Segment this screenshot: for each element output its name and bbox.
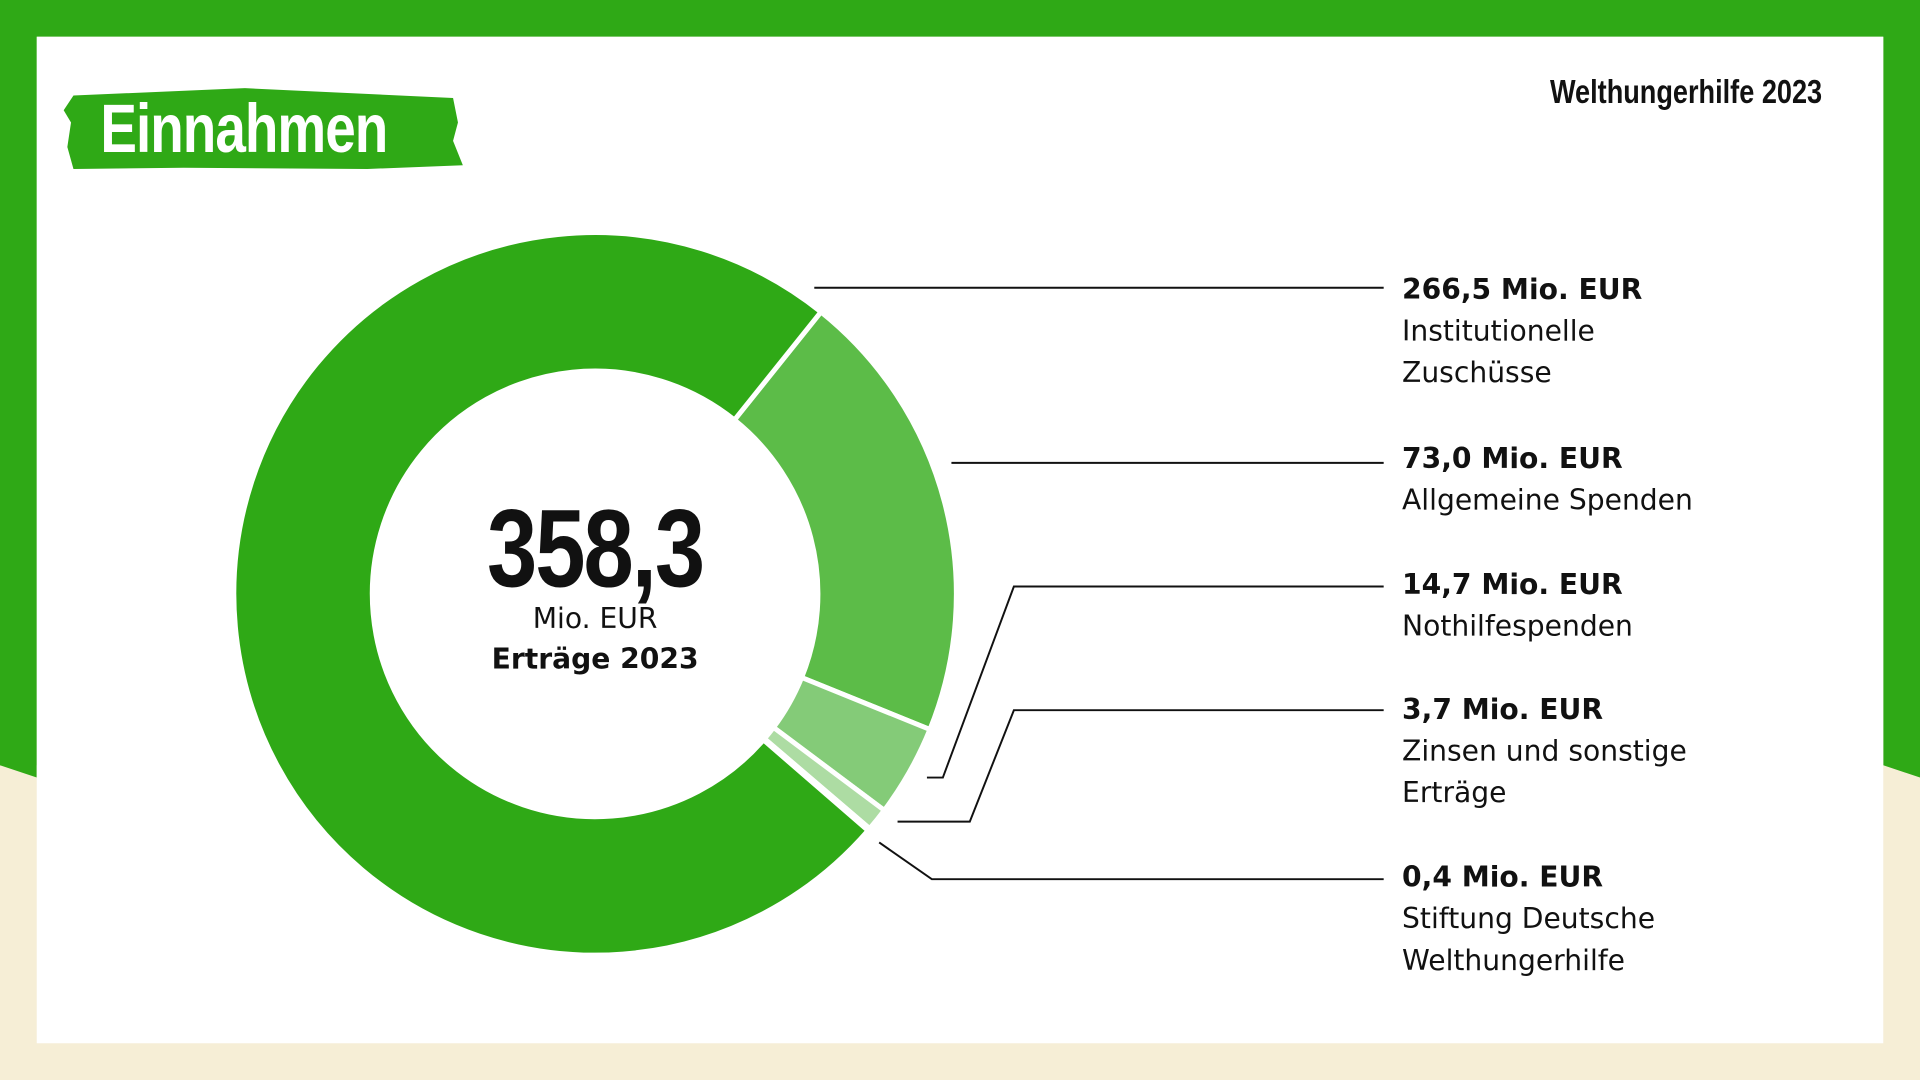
title-brush: [63, 88, 463, 169]
leader-line: [897, 709, 1384, 823]
legend-item: 14,7 Mio. EUR Nothilfespenden: [1402, 564, 1633, 647]
legend-value: 73,0 Mio. EUR: [1402, 443, 1623, 476]
legend-name: Allgemeine Spenden: [1402, 484, 1693, 517]
frame-left: [0, 36, 37, 766]
legend-name: Nothilfespenden: [1402, 611, 1633, 643]
legend-value: 0,4 Mio. EUR: [1402, 862, 1604, 894]
leader-lines: [814, 286, 1384, 881]
slice-institutionelle-zuschüsse: [231, 230, 872, 958]
total-value: 358,3: [487, 488, 705, 612]
legend-name: Stiftung Deutsche Welthungerhilfe: [1402, 903, 1656, 978]
legend-name: Institutionelle Zuschüsse: [1402, 315, 1595, 390]
legend-item: 73,0 Mio. EUR Allgemeine Spenden: [1402, 438, 1693, 521]
page-title: Einnahmen: [100, 89, 388, 167]
leader-line: [926, 585, 1384, 779]
total-label: Erträge 2023: [491, 644, 699, 676]
leader-line: [878, 841, 1384, 881]
total-unit: Mio. EUR: [532, 603, 658, 636]
legend-item: 0,4 Mio. EUR Stiftung Deutsche Welthunger…: [1402, 857, 1684, 982]
slice-allgemeine-spenden: [731, 308, 959, 733]
legend-name: Zinsen und sonstige Erträge: [1402, 735, 1687, 810]
legend-item: 266,5 Mio. EUR Institutionelle Zuschüsse: [1402, 269, 1642, 394]
legend-item: 3,7 Mio. EUR Zinsen und sonstige Erträge: [1402, 689, 1708, 814]
legend-value: 14,7 Mio. EUR: [1402, 569, 1623, 602]
legend-value: 266,5 Mio. EUR: [1402, 274, 1643, 307]
legend-value: 3,7 Mio. EUR: [1402, 694, 1604, 727]
brand-label: Welthungerhilfe 2023: [1549, 73, 1823, 111]
